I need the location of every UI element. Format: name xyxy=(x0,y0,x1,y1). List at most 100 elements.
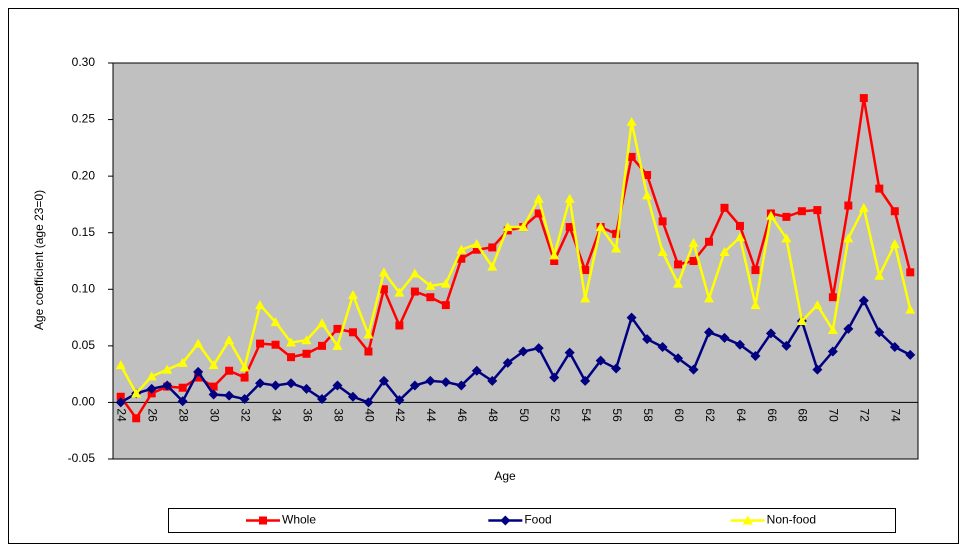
data-point xyxy=(410,287,419,296)
data-point xyxy=(363,397,374,408)
data-point xyxy=(488,243,497,252)
data-point xyxy=(858,202,869,212)
data-point xyxy=(611,243,622,253)
data-point xyxy=(115,360,126,370)
data-point xyxy=(581,266,590,275)
data-point xyxy=(518,346,529,357)
x-tick-label: 34 xyxy=(269,408,283,422)
legend-box xyxy=(168,508,896,533)
data-point xyxy=(627,152,636,161)
data-point xyxy=(208,389,219,400)
series-line xyxy=(119,121,912,396)
data-point xyxy=(688,364,699,375)
data-point xyxy=(271,340,280,349)
data-point xyxy=(347,289,358,299)
data-point xyxy=(518,222,529,232)
data-point xyxy=(595,355,606,366)
data-point xyxy=(565,223,574,232)
data-point xyxy=(781,233,792,243)
data-point xyxy=(194,373,203,382)
data-point xyxy=(626,116,637,126)
data-point xyxy=(316,318,327,328)
data-point xyxy=(612,229,621,238)
y-tick-label: 0.05 xyxy=(72,338,96,352)
x-tick-label: 50 xyxy=(517,408,531,422)
data-point xyxy=(255,378,266,389)
x-tick-label: 52 xyxy=(548,408,562,422)
data-point xyxy=(765,210,776,220)
data-point xyxy=(626,312,637,323)
data-point xyxy=(256,339,265,348)
data-point xyxy=(797,207,806,216)
data-point xyxy=(363,329,374,339)
data-point xyxy=(843,233,854,243)
x-tick-label: 36 xyxy=(300,408,314,422)
plot-area xyxy=(112,62,919,460)
x-tick-label: 72 xyxy=(858,408,872,422)
x-tick-label: 70 xyxy=(827,408,841,422)
legend-label: Non-food xyxy=(767,513,816,527)
data-point xyxy=(115,397,126,408)
data-point xyxy=(502,357,513,368)
data-point xyxy=(642,334,653,345)
data-point xyxy=(688,237,699,247)
data-point xyxy=(193,338,204,348)
data-point xyxy=(224,390,235,401)
data-point xyxy=(564,193,575,203)
data-point xyxy=(456,380,467,391)
x-tick-label: 40 xyxy=(362,408,376,422)
x-tick-label: 68 xyxy=(796,408,810,422)
y-tick-label: 0.10 xyxy=(72,281,96,295)
data-point xyxy=(333,324,342,333)
data-point xyxy=(146,371,157,381)
x-tick-label: 32 xyxy=(238,408,252,422)
data-point xyxy=(580,293,591,303)
data-point xyxy=(471,239,482,249)
data-point xyxy=(720,203,729,212)
data-point xyxy=(162,380,173,391)
data-point xyxy=(734,339,745,350)
data-point xyxy=(533,193,544,203)
data-point xyxy=(750,300,761,310)
data-point xyxy=(378,375,389,386)
data-point xyxy=(905,349,916,360)
data-point xyxy=(844,201,853,210)
data-point xyxy=(643,171,652,180)
data-point xyxy=(734,232,745,242)
x-tick-label: 58 xyxy=(641,408,655,422)
data-point xyxy=(364,347,373,356)
data-point xyxy=(858,295,869,306)
data-point xyxy=(705,237,714,246)
data-point xyxy=(239,394,250,405)
data-point xyxy=(378,267,389,277)
data-point xyxy=(317,341,326,350)
data-point xyxy=(286,337,297,347)
x-tick-label: 38 xyxy=(331,408,345,422)
data-point xyxy=(735,221,744,230)
data-point xyxy=(456,244,467,254)
legend-marker xyxy=(742,515,753,525)
x-tick-label: 44 xyxy=(424,408,438,422)
data-point xyxy=(549,372,560,383)
data-point xyxy=(750,351,761,362)
data-point xyxy=(302,349,311,358)
y-tick-label: 0.15 xyxy=(72,225,96,239)
data-point xyxy=(225,366,234,375)
data-point xyxy=(673,278,684,288)
x-tick-label: 64 xyxy=(734,408,748,422)
x-tick-label: 42 xyxy=(393,408,407,422)
data-point xyxy=(348,328,357,337)
data-point xyxy=(316,394,327,405)
data-point xyxy=(177,357,188,367)
series-line xyxy=(120,297,911,404)
data-point xyxy=(719,332,730,343)
data-point xyxy=(425,375,436,386)
data-point xyxy=(457,254,466,263)
x-tick-label: 66 xyxy=(765,408,779,422)
legend-marker xyxy=(259,516,267,525)
data-point xyxy=(889,341,900,352)
data-point xyxy=(874,270,885,280)
data-point xyxy=(332,380,343,391)
data-point xyxy=(162,364,173,374)
data-point xyxy=(674,260,683,269)
